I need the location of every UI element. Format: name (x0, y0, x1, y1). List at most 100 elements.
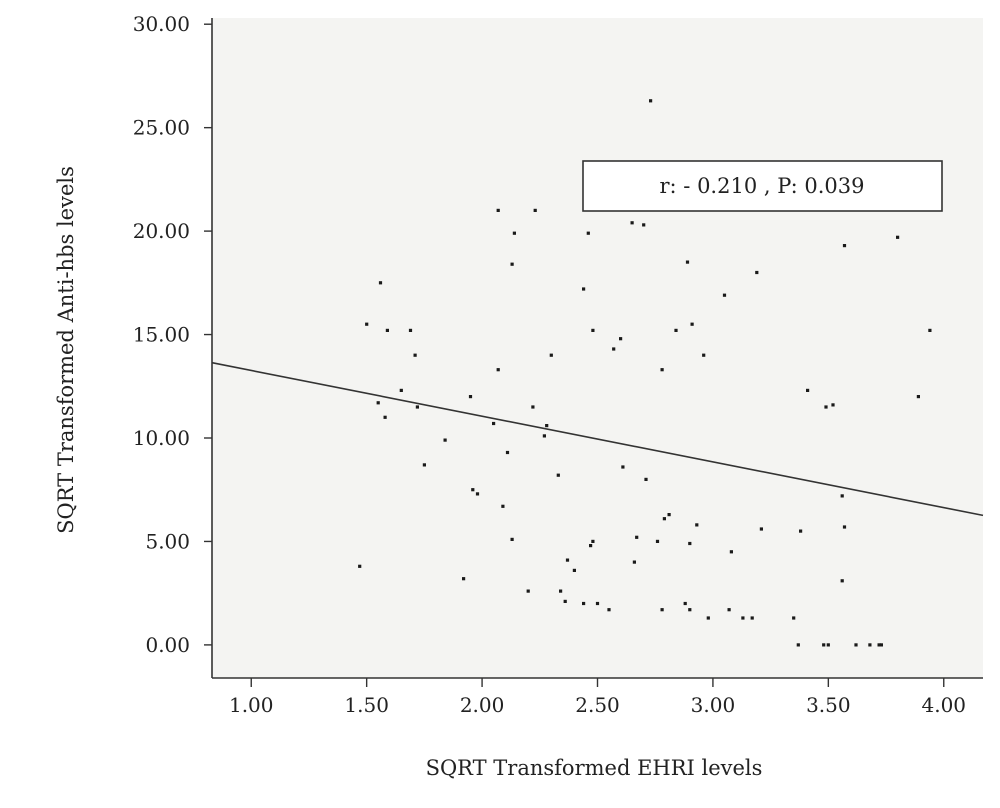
data-point (559, 589, 563, 593)
data-point (842, 244, 847, 248)
data-point (840, 494, 844, 498)
data-point (842, 525, 847, 529)
y-tick-label: 0.00 (145, 633, 190, 657)
data-point (688, 608, 692, 612)
data-point (501, 504, 505, 508)
data-point (531, 405, 535, 409)
data-point (896, 235, 900, 239)
data-point (556, 473, 560, 477)
data-point (806, 388, 810, 392)
data-point (868, 643, 872, 647)
data-point (512, 231, 516, 235)
axes: 0.00 5.00 10.00 15.00 20.00 25.00 30.00 1.00 1.5… (133, 12, 983, 717)
data-point (916, 395, 920, 399)
data-point (792, 616, 796, 620)
data-point (545, 424, 549, 428)
data-point (831, 403, 835, 407)
data-point (632, 560, 636, 564)
data-point (741, 616, 745, 620)
data-point (928, 328, 932, 332)
data-point (586, 231, 590, 235)
x-tick-label: 1.00 (229, 693, 274, 717)
data-point (660, 368, 664, 372)
data-point (759, 527, 763, 531)
data-point (422, 463, 426, 467)
x-tick-label: 3.50 (806, 693, 851, 717)
data-point (496, 368, 500, 372)
data-point (619, 337, 623, 341)
data-point (854, 643, 858, 647)
data-point (383, 415, 387, 419)
data-point (674, 328, 678, 332)
data-point (644, 477, 648, 481)
data-point (685, 260, 690, 264)
data-point (582, 601, 586, 606)
data-point (510, 262, 514, 266)
y-tick-label: 15.00 (133, 323, 190, 347)
x-tick-label: 4.00 (921, 693, 966, 717)
data-point (505, 450, 510, 455)
data-point (635, 535, 639, 539)
data-point (365, 322, 369, 326)
data-point (462, 577, 466, 581)
data-point (492, 421, 496, 426)
data-point (727, 608, 731, 612)
data-point (755, 270, 759, 275)
data-point (796, 643, 800, 647)
data-point (413, 353, 417, 357)
data-point (468, 395, 473, 399)
data-points (358, 99, 932, 647)
annotation-text: r: - 0.210 , P: 0.039 (660, 174, 865, 198)
data-point (683, 601, 687, 606)
data-point (533, 208, 537, 212)
x-tick-label: 1.50 (344, 693, 389, 717)
y-tick-label: 25.00 (133, 116, 190, 140)
data-point (729, 550, 733, 554)
data-point (376, 401, 380, 405)
x-tick-label: 3.00 (691, 693, 736, 717)
data-point (879, 643, 883, 647)
data-point (510, 537, 514, 541)
data-point (471, 488, 475, 492)
data-point (649, 99, 653, 103)
data-point (612, 347, 616, 351)
data-point (582, 287, 586, 291)
data-point (526, 589, 530, 593)
data-point (690, 322, 694, 326)
x-axis-title: SQRT Transformed EHRI levels (426, 756, 763, 780)
data-point (722, 293, 727, 297)
data-point (385, 328, 389, 332)
data-point (840, 579, 844, 583)
x-tick-label: 2.00 (460, 693, 505, 717)
data-point (607, 608, 611, 612)
y-tick-label: 30.00 (133, 12, 190, 36)
data-point (358, 564, 362, 568)
data-point (660, 608, 664, 612)
y-axis-title: SQRT Transformed Anti-hbs levels (54, 166, 78, 534)
y-tick-label: 5.00 (145, 529, 190, 553)
x-tick-label: 2.50 (575, 693, 620, 717)
data-point (621, 465, 625, 469)
data-point (589, 544, 593, 548)
data-point (702, 353, 706, 357)
data-point (399, 388, 403, 392)
data-point (378, 281, 383, 285)
fit-line-group (211, 361, 984, 517)
regression-line (211, 361, 984, 517)
data-point (826, 643, 830, 647)
data-point (475, 492, 480, 496)
data-point (408, 328, 413, 332)
data-point (591, 539, 595, 543)
data-point (822, 643, 826, 647)
data-point (415, 405, 419, 409)
data-point (688, 541, 692, 546)
data-point (667, 513, 671, 517)
data-point (799, 529, 803, 533)
data-point (542, 434, 546, 438)
plot-area (212, 18, 983, 678)
data-point (750, 616, 754, 620)
data-point (706, 616, 710, 620)
data-point (563, 599, 567, 603)
data-point (549, 353, 553, 357)
